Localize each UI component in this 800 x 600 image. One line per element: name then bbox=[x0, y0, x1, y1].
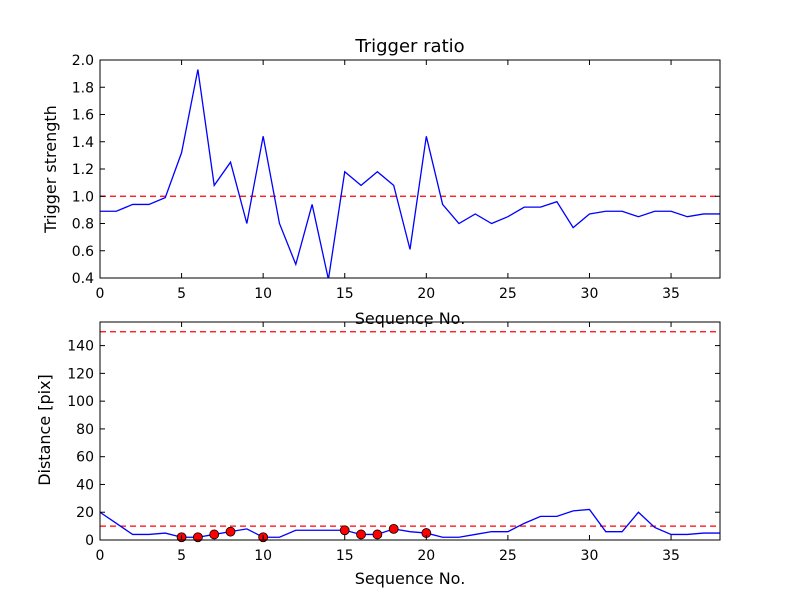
top-y-tick-label: 0.6 bbox=[72, 244, 94, 260]
top-x-tick-label: 10 bbox=[254, 286, 272, 302]
top-y-tick-label: 1.8 bbox=[72, 80, 94, 96]
bottom-y-tick-label: 100 bbox=[67, 394, 94, 410]
bottom-y-tick-label: 40 bbox=[76, 477, 94, 493]
distance-panel: Sequence No. Distance [pix] 0 5 10 15 20 25 30… bbox=[35, 321, 721, 588]
bottom-x-tick-label: 0 bbox=[96, 548, 105, 564]
bottom-marker-point bbox=[209, 529, 220, 540]
trigger-ratio-panel: Trigger ratio Sequence No. Trigger stren… bbox=[41, 36, 721, 328]
bottom-x-tick-label: 35 bbox=[662, 548, 680, 564]
bottom-y-tick-label: 20 bbox=[76, 505, 94, 521]
top-series-line-0 bbox=[100, 69, 720, 278]
bottom-y-tick-label: 60 bbox=[76, 450, 94, 466]
bottom-marker-point bbox=[388, 523, 399, 534]
bottom-y-tick-label: 140 bbox=[67, 339, 94, 355]
bottom-marker-point bbox=[192, 532, 203, 543]
top-x-tick-label: 20 bbox=[417, 286, 435, 302]
bottom-y-tick-label: 80 bbox=[76, 422, 94, 438]
top-x-tick-label: 25 bbox=[499, 286, 517, 302]
bottom-marker-point bbox=[225, 526, 236, 537]
bottom-y-tick-label: 120 bbox=[67, 366, 94, 382]
top-y-tick-label: 1.4 bbox=[72, 135, 94, 151]
bottom-x-tick-label: 25 bbox=[499, 548, 517, 564]
top-y-tick-label: 0.4 bbox=[72, 271, 94, 287]
top-x-axis-label: Sequence No. bbox=[355, 309, 466, 328]
top-plot-area: 0 5 10 15 20 25 30 35 0.4 0.6 0.8 1.0 1.2 1.4 1.6 1.8 2.… bbox=[72, 53, 721, 302]
top-x-tick-label: 30 bbox=[581, 286, 599, 302]
bottom-x-axis-label: Sequence No. bbox=[355, 569, 466, 588]
top-y-axis-label: Trigger strength bbox=[41, 105, 60, 234]
bottom-y-axis-label: Distance [pix] bbox=[35, 374, 54, 486]
top-y-tick-label: 1.6 bbox=[72, 108, 94, 124]
bottom-x-tick-label: 15 bbox=[336, 548, 354, 564]
top-x-tick-label: 35 bbox=[662, 286, 680, 302]
bottom-marker-point bbox=[372, 529, 383, 540]
top-x-tick-label: 15 bbox=[336, 286, 354, 302]
bottom-y-tick-label: 0 bbox=[85, 533, 94, 549]
top-x-tick-label: 0 bbox=[96, 286, 105, 302]
bottom-marker-point bbox=[339, 525, 350, 536]
bottom-marker-point bbox=[356, 529, 366, 540]
top-y-tick-label: 2.0 bbox=[72, 53, 94, 69]
top-y-tick-label: 1.0 bbox=[72, 189, 94, 205]
bottom-x-tick-label: 5 bbox=[177, 548, 186, 564]
top-x-tick-label: 5 bbox=[177, 286, 186, 302]
bottom-x-tick-label: 10 bbox=[254, 548, 272, 564]
bottom-x-tick-label: 20 bbox=[417, 548, 435, 564]
bottom-plot-area: 0 5 10 15 20 25 30 35 0 20 40 60 80 100 120 140 bbox=[67, 321, 721, 564]
bottom-series-line-0 bbox=[100, 508, 720, 538]
bottom-axes-frame bbox=[99, 321, 721, 541]
top-chart-title: Trigger ratio bbox=[354, 36, 464, 57]
bottom-x-tick-label: 30 bbox=[581, 548, 599, 564]
top-y-tick-label: 0.8 bbox=[72, 217, 94, 233]
top-y-tick-label: 1.2 bbox=[72, 162, 94, 178]
